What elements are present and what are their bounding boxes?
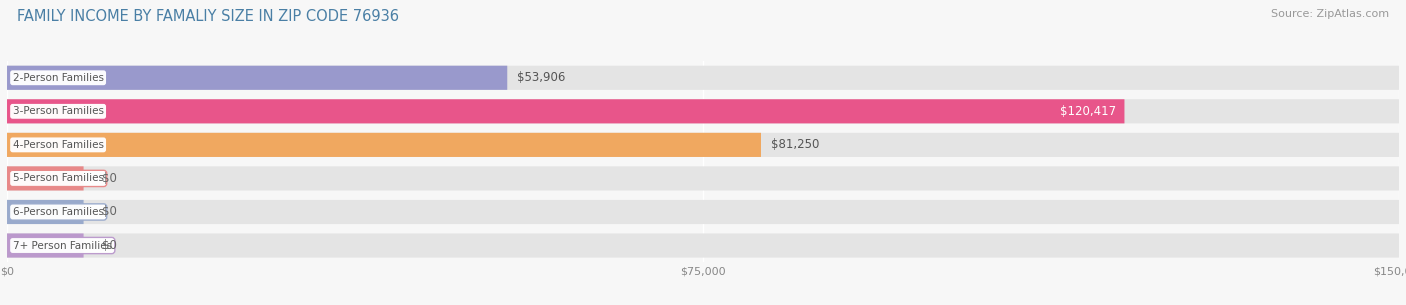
Text: 4-Person Families: 4-Person Families xyxy=(13,140,104,150)
Text: $0: $0 xyxy=(101,172,117,185)
Text: Source: ZipAtlas.com: Source: ZipAtlas.com xyxy=(1271,9,1389,19)
FancyBboxPatch shape xyxy=(7,200,83,224)
FancyBboxPatch shape xyxy=(7,66,508,90)
FancyBboxPatch shape xyxy=(7,233,83,258)
Text: FAMILY INCOME BY FAMALIY SIZE IN ZIP CODE 76936: FAMILY INCOME BY FAMALIY SIZE IN ZIP COD… xyxy=(17,9,399,24)
FancyBboxPatch shape xyxy=(7,200,1399,224)
Text: $81,250: $81,250 xyxy=(770,138,820,151)
Text: 5-Person Families: 5-Person Families xyxy=(13,174,104,183)
Text: 7+ Person Families: 7+ Person Families xyxy=(13,241,111,250)
FancyBboxPatch shape xyxy=(7,133,761,157)
FancyBboxPatch shape xyxy=(7,99,1399,124)
Text: $0: $0 xyxy=(101,239,117,252)
Text: 2-Person Families: 2-Person Families xyxy=(13,73,104,83)
Text: 3-Person Families: 3-Person Families xyxy=(13,106,104,116)
FancyBboxPatch shape xyxy=(7,166,1399,191)
FancyBboxPatch shape xyxy=(7,66,1399,90)
Text: $120,417: $120,417 xyxy=(1060,105,1116,118)
FancyBboxPatch shape xyxy=(7,133,1399,157)
FancyBboxPatch shape xyxy=(7,99,1125,124)
Text: $53,906: $53,906 xyxy=(517,71,565,84)
Text: 6-Person Families: 6-Person Families xyxy=(13,207,104,217)
Text: $0: $0 xyxy=(101,206,117,218)
FancyBboxPatch shape xyxy=(7,166,83,191)
FancyBboxPatch shape xyxy=(7,233,1399,258)
